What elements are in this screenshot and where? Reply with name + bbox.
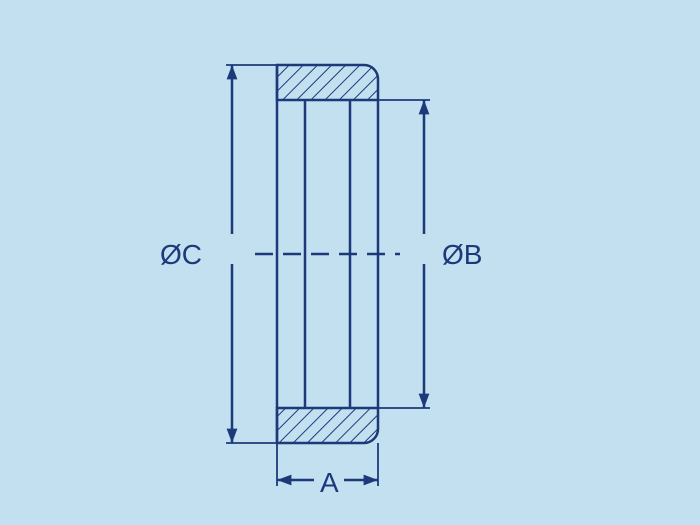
arrowhead <box>227 65 238 79</box>
technical-drawing: ØC ØB A <box>0 0 700 525</box>
arrowhead <box>364 475 378 486</box>
arrowhead <box>419 394 430 408</box>
dim-label-c: ØC <box>160 239 202 270</box>
dim-label-a: A <box>320 467 339 498</box>
cross-section-top <box>277 65 378 100</box>
arrowhead <box>419 100 430 114</box>
arrowhead <box>277 475 291 486</box>
cross-section-bottom <box>277 408 378 443</box>
arrowhead <box>227 429 238 443</box>
dim-label-b: ØB <box>442 239 482 270</box>
